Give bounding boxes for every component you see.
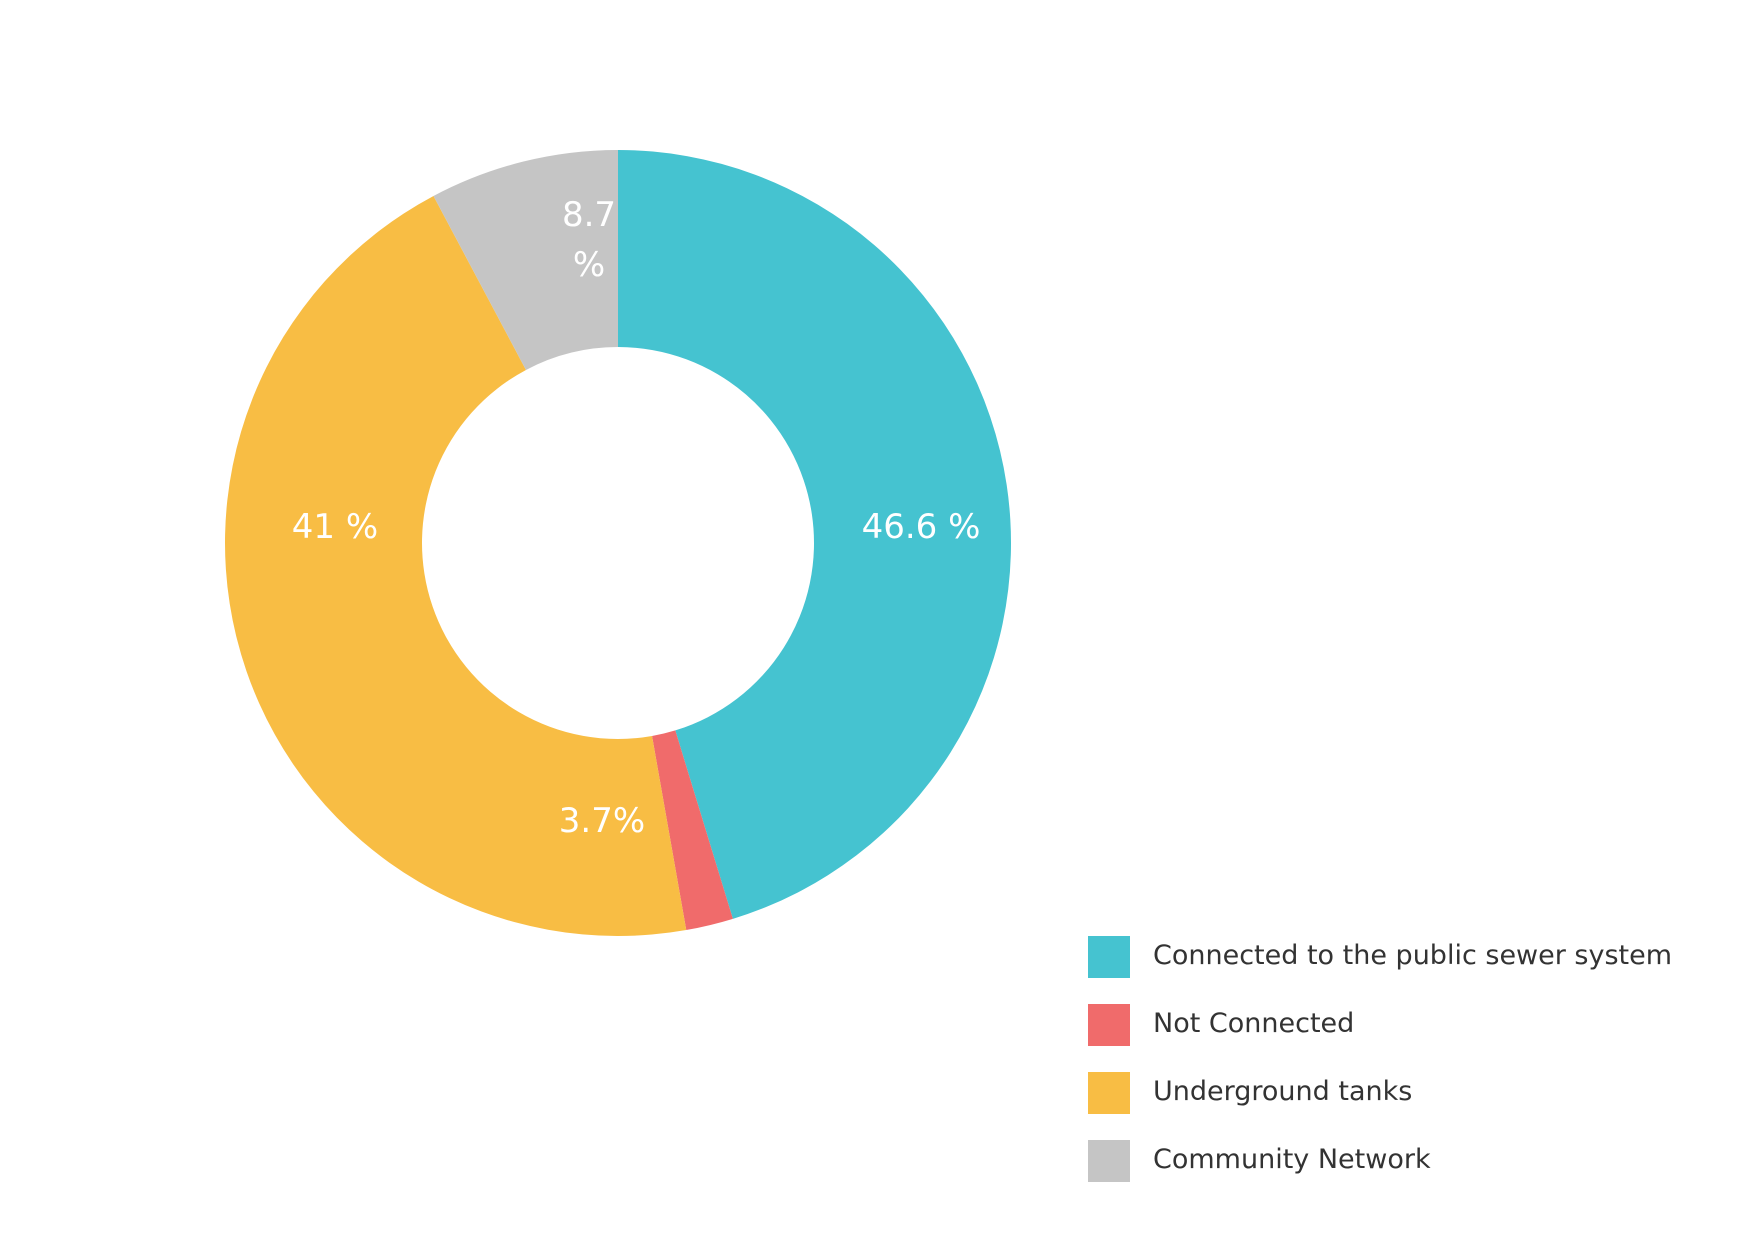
legend-swatch-underground-tanks xyxy=(1088,1072,1130,1114)
legend-label-connected: Connected to the public sewer system xyxy=(1153,940,1673,971)
legend-swatch-community-network xyxy=(1088,1140,1130,1182)
slice-label-line: 3.7% xyxy=(559,801,645,841)
slice-label-not-connected: 8.7% xyxy=(562,195,616,285)
legend-label-not-connected: Not Connected xyxy=(1153,1008,1355,1039)
slice-underground-tanks xyxy=(225,196,687,936)
slice-label-line: 41 % xyxy=(292,507,378,547)
legend-swatch-not-connected xyxy=(1088,1004,1130,1046)
legend-label-underground-tanks: Underground tanks xyxy=(1153,1076,1413,1107)
slice-labels: 46.6 % 8.7 % 41 % 3.7% xyxy=(292,195,981,841)
slice-label-line: 8.7 xyxy=(562,195,616,235)
slice-not-connected xyxy=(652,730,733,931)
slice-connected xyxy=(618,150,1011,919)
slice-community-network xyxy=(433,150,618,370)
slice-label-connected: 46.6 % xyxy=(862,507,981,547)
donut-slices xyxy=(225,150,1011,936)
slice-label-line: 46.6 % xyxy=(862,507,981,547)
slice-label-community-network: 3.7% xyxy=(559,801,645,841)
legend-label-community-network: Community Network xyxy=(1153,1144,1431,1175)
slice-label-underground-tanks: 41 % xyxy=(292,507,378,547)
legend-swatch-connected xyxy=(1088,936,1130,978)
slice-label-line: % xyxy=(573,245,605,285)
